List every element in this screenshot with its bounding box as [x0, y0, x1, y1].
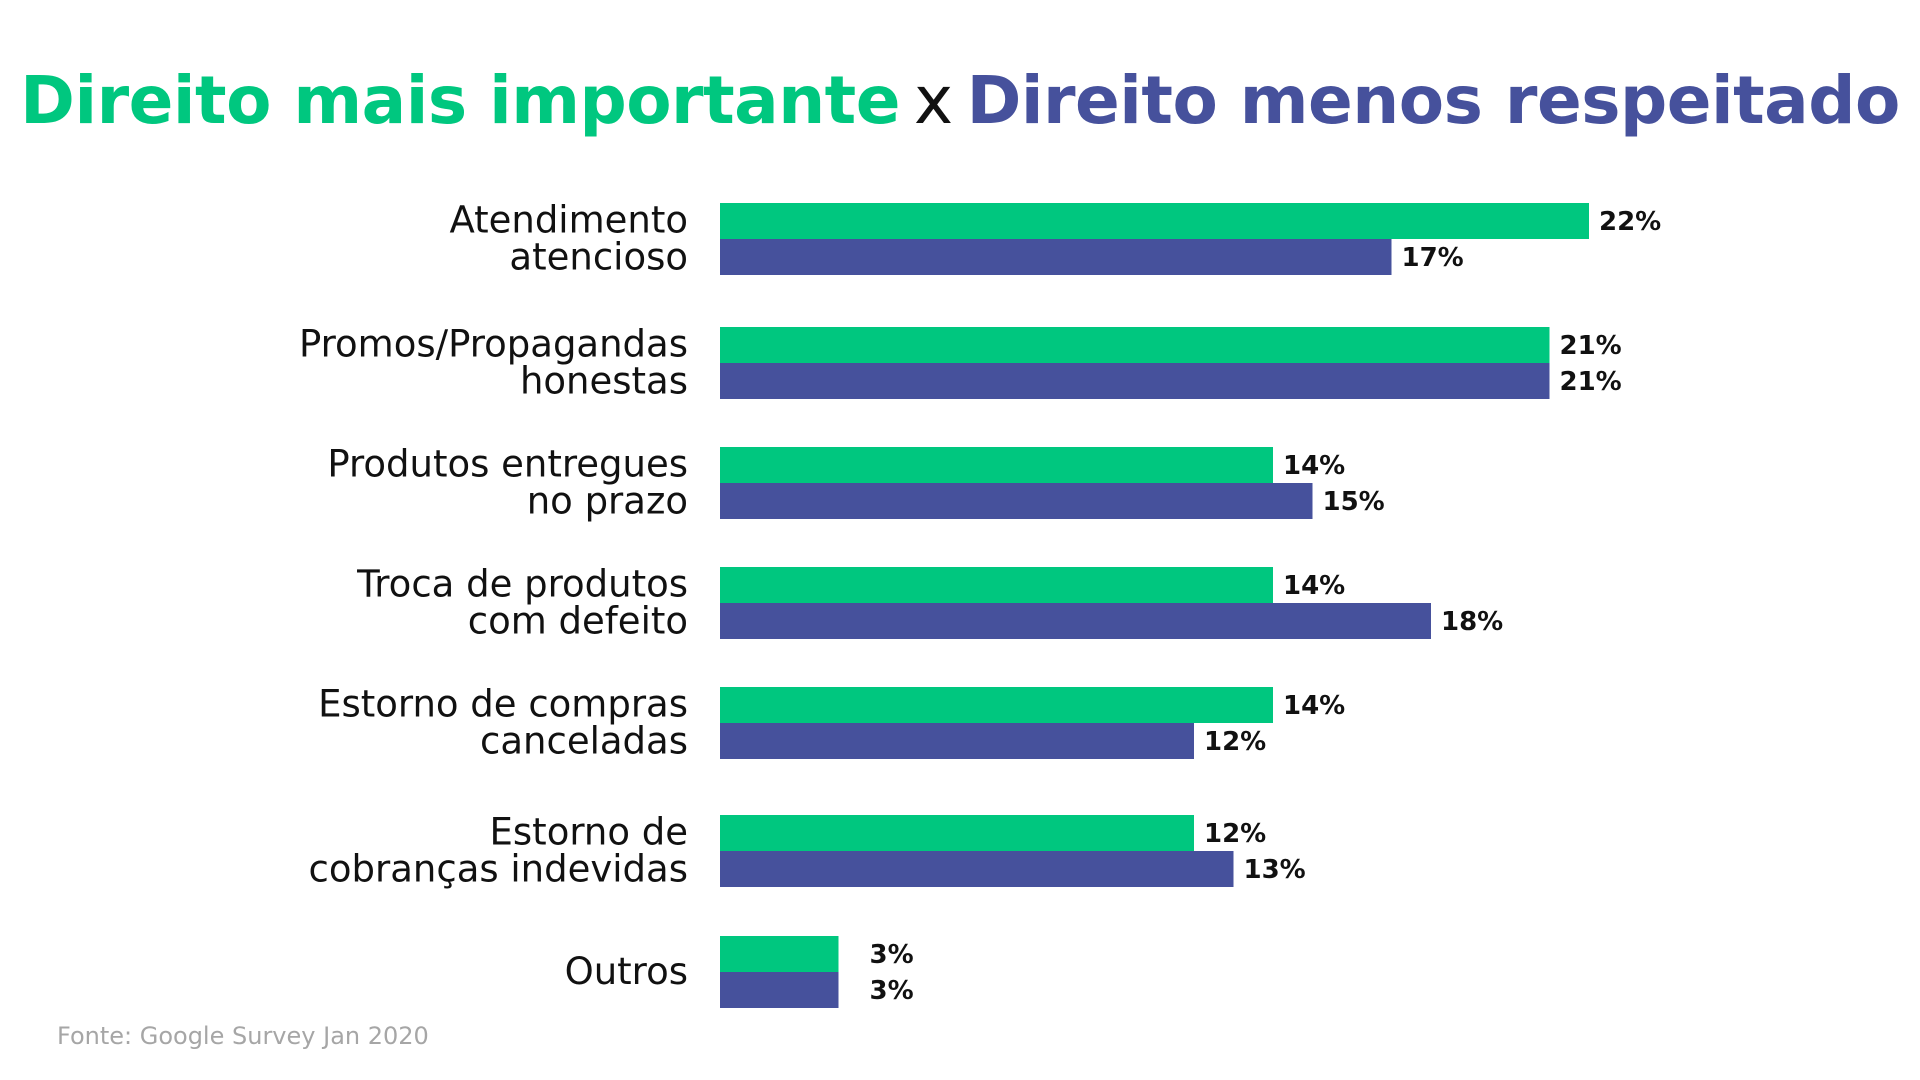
title-menos-respeitado: Direito menos respeitado: [966, 62, 1901, 139]
bar-menos-respeitado-2: [720, 483, 1313, 519]
category-label-3-line-1: com defeito: [468, 600, 688, 643]
bar-mais-importante-5: [720, 815, 1194, 851]
value-label-menos-respeitado-5: 13%: [1244, 855, 1306, 885]
category-label-5-line-0: Estorno de: [490, 811, 688, 854]
bar-menos-respeitado-1: [720, 363, 1550, 399]
value-label-mais-importante-2: 14%: [1283, 451, 1345, 481]
category-label-5-line-1: cobranças indevidas: [309, 848, 688, 891]
value-label-menos-respeitado-3: 18%: [1441, 607, 1503, 637]
chart-title: Direito mais importante x Direito menos re…: [0, 62, 1920, 139]
value-label-menos-respeitado-1: 21%: [1560, 367, 1622, 397]
value-label-menos-respeitado-0: 17%: [1402, 243, 1464, 273]
value-label-mais-importante-4: 14%: [1283, 691, 1345, 721]
value-label-mais-importante-6: 3%: [870, 940, 914, 970]
title-mais-importante: Direito mais importante: [20, 62, 900, 139]
title-separator: x: [914, 62, 953, 139]
bar-group: [720, 203, 1589, 1008]
source-note: Fonte: Google Survey Jan 2020: [57, 1022, 429, 1050]
value-label-mais-importante-0: 22%: [1599, 207, 1661, 237]
bar-menos-respeitado-4: [720, 723, 1194, 759]
category-label-4-line-1: canceladas: [480, 720, 688, 763]
value-label-mais-importante-3: 14%: [1283, 571, 1345, 601]
bar-mais-importante-0: [720, 203, 1589, 239]
category-label-1-line-1: honestas: [520, 360, 688, 403]
bar-mais-importante-1: [720, 327, 1550, 363]
category-label-4-line-0: Estorno de compras: [318, 683, 688, 726]
bar-mais-importante-2: [720, 447, 1273, 483]
bar-mais-importante-3: [720, 567, 1273, 603]
bar-mais-importante-6: [720, 936, 839, 972]
value-label-menos-respeitado-4: 12%: [1204, 727, 1266, 757]
category-label-2-line-0: Produtos entregues: [327, 443, 688, 486]
value-label-menos-respeitado-2: 15%: [1323, 487, 1385, 517]
value-label-group: 22% 17% 21% 21% 14% 15% 14% 18% 14% 12% 12% 13% 3% 3%: [870, 207, 1662, 1006]
category-label-1-line-0: Promos/Propagandas: [299, 323, 688, 366]
bar-mais-importante-4: [720, 687, 1273, 723]
category-label-2-line-1: no prazo: [527, 480, 688, 523]
bar-menos-respeitado-0: [720, 239, 1392, 275]
value-label-menos-respeitado-6: 3%: [870, 976, 914, 1006]
bar-menos-respeitado-6: [720, 972, 839, 1008]
category-label-3-line-0: Troca de produtos: [356, 563, 688, 606]
bar-menos-respeitado-5: [720, 851, 1234, 887]
category-label-0-line-0: Atendimento: [449, 199, 688, 242]
value-label-mais-importante-5: 12%: [1204, 819, 1266, 849]
category-label-6-line-0: Outros: [565, 950, 688, 993]
category-label-0-line-1: atencioso: [509, 236, 688, 279]
value-label-mais-importante-1: 21%: [1560, 331, 1622, 361]
bar-menos-respeitado-3: [720, 603, 1431, 639]
